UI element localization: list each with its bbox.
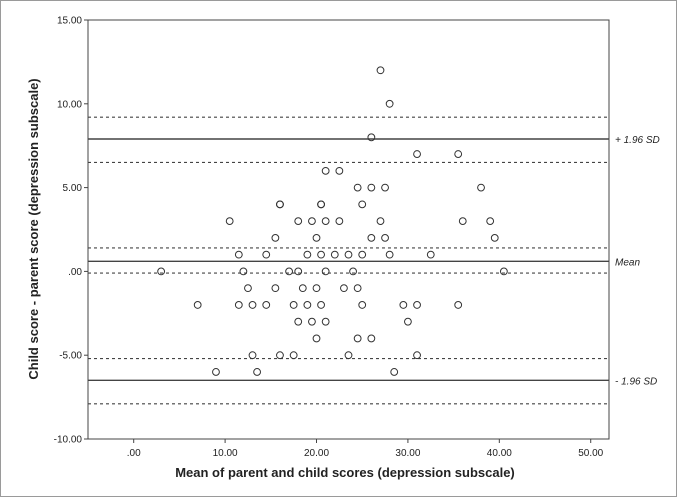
data-point xyxy=(308,217,316,226)
data-point xyxy=(413,150,421,158)
data-point xyxy=(330,250,339,259)
data-point xyxy=(289,351,298,360)
x-tick-label: 20.00 xyxy=(304,448,329,459)
data-point xyxy=(244,284,252,293)
plot-area xyxy=(87,19,610,440)
data-point xyxy=(234,301,243,309)
data-point xyxy=(317,250,325,259)
data-point xyxy=(157,267,166,276)
data-point xyxy=(381,233,389,242)
x-tick-label: 40.00 xyxy=(487,448,512,459)
data-point xyxy=(289,301,298,309)
data-point xyxy=(308,317,316,326)
data-point xyxy=(234,250,243,259)
data-point xyxy=(271,233,280,242)
data-point xyxy=(358,200,367,209)
data-point xyxy=(212,368,220,376)
data-point xyxy=(317,301,325,309)
y-axis-title: Child score - parent score (depression s… xyxy=(26,78,41,379)
data-point xyxy=(385,99,394,108)
data-point xyxy=(381,183,389,192)
data-point xyxy=(294,267,303,276)
data-point xyxy=(376,217,385,226)
data-point xyxy=(499,267,508,276)
data-point xyxy=(367,334,376,343)
data-point xyxy=(303,250,312,259)
data-point xyxy=(390,368,399,376)
data-point xyxy=(367,183,376,192)
data-point xyxy=(312,334,321,343)
data-point xyxy=(193,301,202,309)
data-point xyxy=(353,284,362,293)
x-tick-label: 10.00 xyxy=(213,448,238,459)
data-point xyxy=(413,351,421,360)
x-tick-label: 30.00 xyxy=(395,448,420,459)
data-point xyxy=(399,301,408,309)
data-point xyxy=(262,250,271,259)
data-point xyxy=(358,250,367,259)
data-point xyxy=(349,267,357,276)
data-point xyxy=(454,301,463,309)
data-point xyxy=(298,284,307,293)
data-point xyxy=(353,183,362,192)
data-point xyxy=(294,217,303,226)
data-point xyxy=(276,200,284,209)
data-point xyxy=(303,301,312,309)
data-point xyxy=(385,250,394,259)
data-point xyxy=(317,200,325,209)
y-tick-label: -5.00 xyxy=(59,351,82,362)
y-tick-label: .00 xyxy=(68,267,82,278)
data-point xyxy=(454,150,463,158)
x-axis-ticks: .00 10.00 20.00 30.00 40.00 50.00 xyxy=(127,439,604,459)
data-point xyxy=(413,301,421,309)
data-point xyxy=(253,368,261,376)
data-point xyxy=(376,66,385,75)
data-point xyxy=(344,250,353,259)
data-point xyxy=(276,351,284,360)
data-point xyxy=(225,217,234,226)
data-point xyxy=(285,267,293,276)
data-point xyxy=(271,284,280,293)
y-tick-label: 10.00 xyxy=(57,99,82,110)
data-point xyxy=(353,334,362,343)
y-tick-label: 5.00 xyxy=(63,183,83,194)
data-point xyxy=(426,250,435,259)
x-tick-label: .00 xyxy=(127,448,141,459)
data-point xyxy=(340,284,348,293)
data-point xyxy=(262,301,271,309)
data-point xyxy=(477,183,485,192)
y-axis-ticks: 15.00 10.00 5.00 .00 -5.00 -10.00 xyxy=(54,16,88,446)
reference-line-label: + 1.96 SD xyxy=(615,135,660,146)
data-point xyxy=(367,133,376,142)
data-points xyxy=(157,66,508,376)
data-point xyxy=(358,301,367,309)
data-point xyxy=(294,317,303,326)
data-point xyxy=(321,317,330,326)
reference-line-label: - 1.96 SD xyxy=(615,376,657,387)
reference-line-label: Mean xyxy=(615,257,640,268)
data-point xyxy=(486,217,495,226)
data-point xyxy=(458,217,467,226)
data-point xyxy=(367,233,376,242)
data-point xyxy=(239,267,248,276)
x-tick-label: 50.00 xyxy=(578,448,603,459)
data-point xyxy=(248,351,257,360)
data-point xyxy=(404,317,412,326)
y-tick-label: 15.00 xyxy=(57,16,82,27)
data-point xyxy=(312,233,321,242)
data-point xyxy=(490,233,499,242)
y-tick-label: -10.00 xyxy=(54,435,83,446)
data-point xyxy=(321,267,330,276)
data-point xyxy=(335,217,344,226)
data-point xyxy=(321,166,330,175)
x-axis-title: Mean of parent and child scores (depress… xyxy=(175,465,515,480)
data-point xyxy=(335,166,344,175)
data-point xyxy=(312,284,321,293)
data-point xyxy=(344,351,353,360)
data-point xyxy=(321,217,330,226)
data-point xyxy=(248,301,257,309)
